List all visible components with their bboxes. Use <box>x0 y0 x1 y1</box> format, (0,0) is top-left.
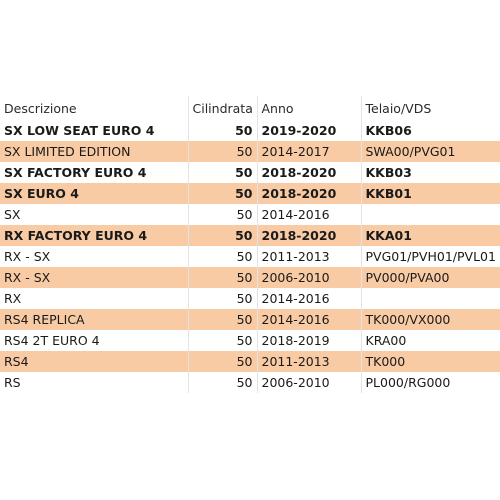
table-row: RX FACTORY EURO 4 50 2018-2020 KKA01 <box>0 225 500 246</box>
cell-descrizione: SX LOW SEAT EURO 4 <box>0 120 189 141</box>
cell-cilindrata: 50 <box>188 204 258 225</box>
cell-anno: 2014-2016 <box>257 309 362 330</box>
cell-cilindrata: 50 <box>188 225 258 246</box>
cell-telaio <box>361 204 500 225</box>
table-row: SX 50 2014-2016 <box>0 204 500 225</box>
cell-telaio: TK000 <box>361 351 500 372</box>
cell-descrizione: RS <box>0 372 189 393</box>
cell-telaio: PV000/PVA00 <box>361 267 500 288</box>
header-row: Descrizione Cilindrata Anno Telaio/VDS <box>0 96 500 120</box>
models-table-container: Descrizione Cilindrata Anno Telaio/VDS S… <box>0 96 500 393</box>
cell-anno: 2019-2020 <box>257 120 362 141</box>
cell-telaio: KKB03 <box>365 165 412 180</box>
cell-anno: 2006-2010 <box>257 372 362 393</box>
table-row: RS4 50 2011-2013 TK000 <box>0 351 500 372</box>
table-row: RS 50 2006-2010 PL000/RG000 <box>0 372 500 393</box>
header-descrizione: Descrizione <box>0 96 189 120</box>
cell-anno: 2014-2016 <box>257 204 362 225</box>
cell-descrizione: SX EURO 4 <box>0 183 189 204</box>
cell-telaio: KKB01 <box>361 183 500 204</box>
table-row: SX LOW SEAT EURO 4 50 2019-2020 KKB06 <box>0 120 500 141</box>
table-row: RS4 REPLICA 50 2014-2016 TK000/VX000 <box>0 309 500 330</box>
cell-descrizione: RS4 <box>0 351 189 372</box>
table-row: RX - SX 50 2006-2010 PV000/PVA00 <box>0 267 500 288</box>
cell-cilindrata: 50 <box>188 309 258 330</box>
cell-cilindrata: 50 <box>188 351 258 372</box>
models-table: Descrizione Cilindrata Anno Telaio/VDS S… <box>0 96 500 393</box>
cell-anno: 2018-2020 <box>257 225 362 246</box>
table-header: Descrizione Cilindrata Anno Telaio/VDS <box>0 96 500 120</box>
cell-descrizione: RX - SX <box>0 246 189 267</box>
cell-telaio: PL000/RG000 <box>365 375 451 390</box>
cell-anno: 2018-2019 <box>257 330 362 351</box>
cell-cilindrata: 50 <box>188 246 258 267</box>
cell-anno: 2011-2013 <box>257 351 362 372</box>
cell-cilindrata: 50 <box>188 183 258 204</box>
table-row: SX FACTORY EURO 4 50 2018-2020 KKB03 <box>0 162 500 183</box>
cell-cilindrata: 50 <box>188 267 258 288</box>
cell-descrizione: RX FACTORY EURO 4 <box>0 225 189 246</box>
table-row: SX LIMITED EDITION 50 2014-2017 SWA00/PVG01 <box>0 141 500 162</box>
header-anno: Anno <box>257 96 362 120</box>
cell-cilindrata: 50 <box>188 372 258 393</box>
cell-anno: 2014-2016 <box>257 288 362 309</box>
table-body: SX LOW SEAT EURO 4 50 2019-2020 KKB06 SX LIM… <box>0 120 500 393</box>
cell-telaio: TK000/VX000 <box>361 309 500 330</box>
cell-descrizione: RS4 2T EURO 4 <box>0 330 189 351</box>
cell-telaio <box>361 288 500 309</box>
cell-telaio: KKA01 <box>361 225 500 246</box>
cell-anno: 2006-2010 <box>257 267 362 288</box>
header-telaio: Telaio/VDS <box>365 100 432 116</box>
cell-cilindrata: 50 <box>188 120 258 141</box>
header-cilindrata: Cilindrata <box>188 96 258 120</box>
cell-telaio: KKB06 <box>365 123 412 138</box>
cell-descrizione: RS4 REPLICA <box>0 309 189 330</box>
cell-cilindrata: 50 <box>188 162 258 183</box>
cell-descrizione: SX LIMITED EDITION <box>0 141 189 162</box>
cell-descrizione: SX <box>0 204 189 225</box>
cell-telaio: KRA00 <box>365 333 407 348</box>
cell-cilindrata: 50 <box>188 141 258 162</box>
cell-telaio: SWA00/PVG01 <box>361 141 500 162</box>
cell-cilindrata: 50 <box>188 288 258 309</box>
table-row: RX - SX 50 2011-2013 PVG01/PVH01/PVL01 <box>0 246 500 267</box>
table-row: RS4 2T EURO 4 50 2018-2019 KRA00 <box>0 330 500 351</box>
cell-descrizione: RX <box>0 288 189 309</box>
table-row: SX EURO 4 50 2018-2020 KKB01 <box>0 183 500 204</box>
cell-cilindrata: 50 <box>188 330 258 351</box>
cell-telaio: PVG01/PVH01/PVL01 <box>365 249 496 264</box>
cell-anno: 2014-2017 <box>257 141 362 162</box>
cell-anno: 2011-2013 <box>257 246 362 267</box>
cell-anno: 2018-2020 <box>257 183 362 204</box>
cell-descrizione: SX FACTORY EURO 4 <box>0 162 189 183</box>
cell-anno: 2018-2020 <box>257 162 362 183</box>
cell-descrizione: RX - SX <box>0 267 189 288</box>
table-row: RX 50 2014-2016 <box>0 288 500 309</box>
